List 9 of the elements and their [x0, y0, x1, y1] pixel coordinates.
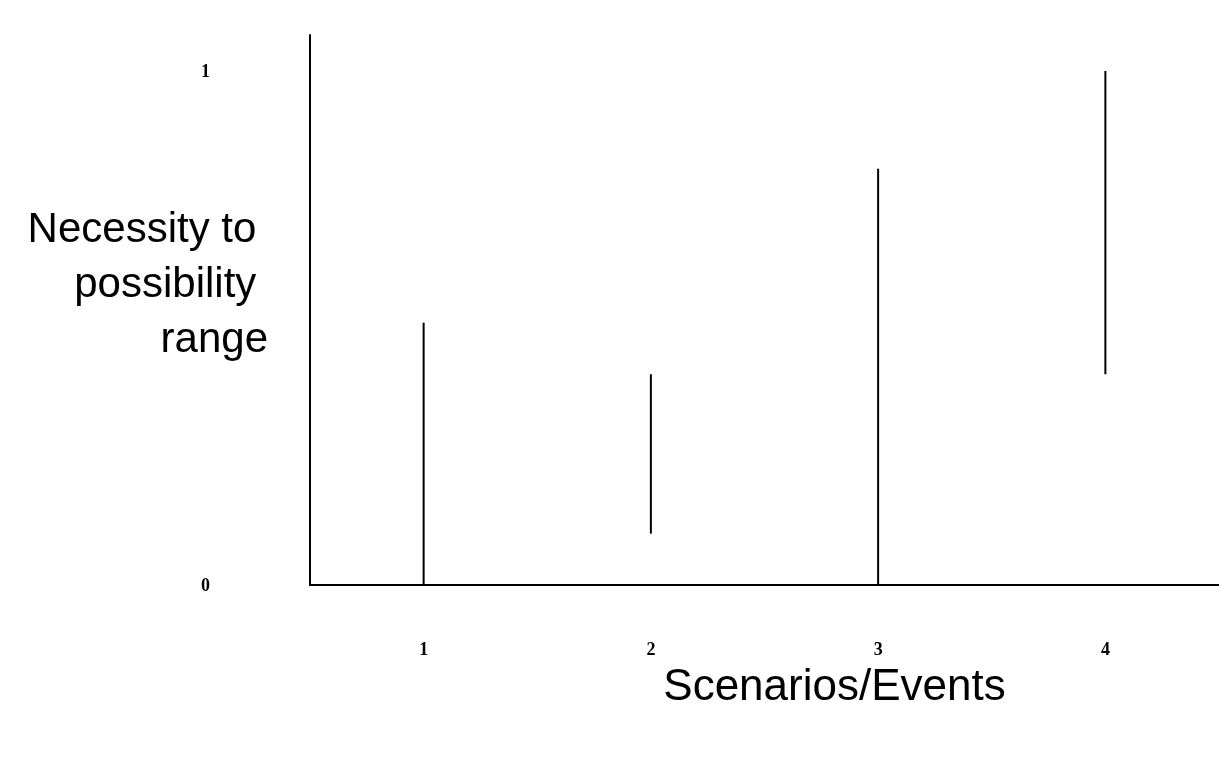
y-tick-label: 0 — [201, 575, 210, 595]
bar — [649, 374, 652, 534]
bar — [1104, 70, 1107, 375]
x-tick-label: 1 — [419, 639, 429, 659]
x-tick-label: 4 — [1100, 639, 1110, 659]
y-axis-title: Necessity to possibility range — [27, 204, 268, 361]
x-tick-label: 3 — [873, 639, 883, 659]
x-axis-title: Scenarios/Events — [663, 660, 1006, 710]
x-tick-label: 2 — [646, 639, 656, 659]
